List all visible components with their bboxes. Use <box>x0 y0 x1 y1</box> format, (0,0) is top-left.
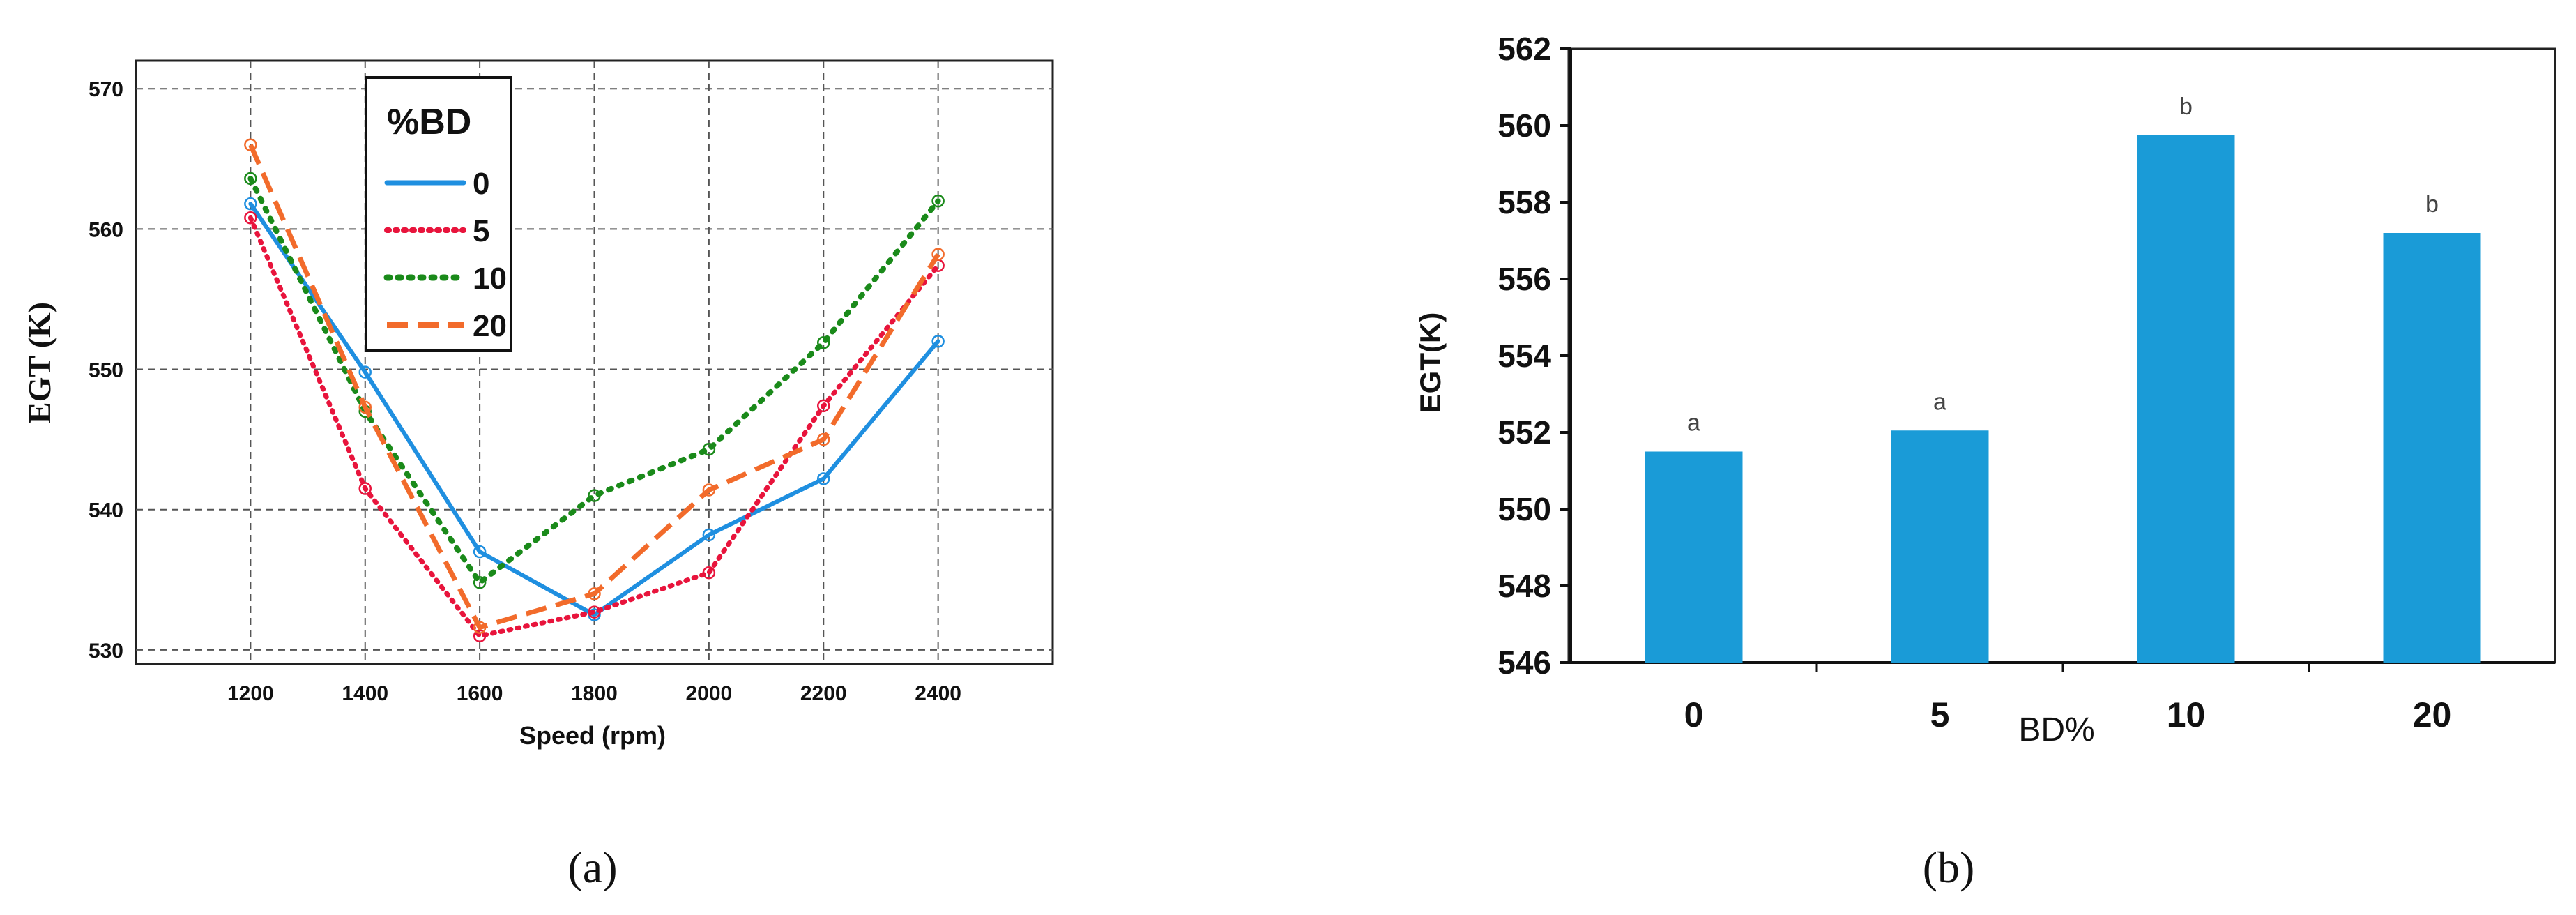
y-axis-label: EGT(K) <box>1414 312 1447 414</box>
bar-significance-label: b <box>2425 191 2439 218</box>
grid <box>136 61 1053 664</box>
y-tick-label: 550 <box>89 359 123 382</box>
y-tick-label: 548 <box>1497 568 1551 604</box>
y-tick-label: 558 <box>1497 184 1551 220</box>
data-point <box>358 482 372 495</box>
x-tick-label: 1600 <box>457 682 503 705</box>
x-tick-label: 2400 <box>915 682 961 705</box>
x-axis-label: BD% <box>2018 711 2094 748</box>
data-point <box>817 472 830 485</box>
data-point <box>702 442 716 456</box>
bar-significance-label: a <box>1687 410 1700 437</box>
data-point <box>244 138 257 151</box>
data-point <box>473 621 487 634</box>
legend-label: 0 <box>473 167 489 201</box>
x-tick-label: 0 <box>1684 695 1704 734</box>
data-point <box>931 194 945 208</box>
series-line-0 <box>248 202 940 617</box>
x-tick-label: 1200 <box>227 682 274 705</box>
data-point <box>817 336 830 349</box>
legend-label: 5 <box>473 214 489 248</box>
legend: %BD 0 5 10 20 <box>365 76 512 352</box>
data-point <box>473 629 487 643</box>
data-point <box>588 605 601 619</box>
x-tick-label: 5 <box>1930 695 1950 734</box>
x-axis-label: Speed (rpm) <box>519 721 666 750</box>
series-line-20 <box>248 144 940 630</box>
y-tick-label: 554 <box>1497 338 1551 374</box>
data-point <box>588 489 601 502</box>
y-tick-label: 560 <box>1497 107 1551 144</box>
x-tick-labels: 0 5 10 20 <box>1684 663 2452 734</box>
data-point <box>358 400 372 414</box>
legend-title: %BD <box>387 102 471 142</box>
y-tick-label: 556 <box>1497 261 1551 297</box>
bar-significance-label: b <box>2179 93 2193 120</box>
x-tick-label: 20 <box>2413 695 2452 734</box>
data-point <box>244 172 257 186</box>
data-point <box>931 248 945 261</box>
series-line-5 <box>247 215 941 639</box>
data-point <box>473 576 487 589</box>
bar <box>1645 451 1743 663</box>
panel-a-label: (a) <box>567 842 617 892</box>
data-point <box>702 566 716 580</box>
y-tick-labels: 530 540 550 560 570 <box>89 78 123 663</box>
series-group <box>244 138 945 643</box>
panel-b-label: (b) <box>1923 842 1975 892</box>
x-tick-label: 2000 <box>686 682 733 705</box>
data-point <box>702 528 716 542</box>
y-tick-label: 546 <box>1497 644 1551 681</box>
x-tick-label: 1400 <box>342 682 388 705</box>
y-tick-label: 550 <box>1497 491 1551 527</box>
data-point <box>244 211 257 225</box>
data-point <box>817 399 830 413</box>
y-tick-label: 552 <box>1497 414 1551 451</box>
data-point <box>817 432 830 446</box>
x-tick-label: 10 <box>2167 695 2206 734</box>
y-tick-label: 540 <box>89 499 123 522</box>
y-tick-label: 560 <box>89 218 123 241</box>
data-point <box>244 197 257 211</box>
legend-label: 20 <box>473 309 507 343</box>
y-tick-label: 530 <box>89 640 123 663</box>
legend-box <box>365 76 512 352</box>
data-point <box>358 365 372 379</box>
y-tick-label: 570 <box>89 78 123 101</box>
bar-significance-label: a <box>1933 388 1946 415</box>
bar <box>1891 430 1989 663</box>
x-tick-labels: 1200 1400 1600 1800 2000 2200 2400 <box>227 682 961 705</box>
y-axis-label: EGT (K) <box>22 302 57 423</box>
bar <box>2383 233 2481 663</box>
y-tick-label: 562 <box>1497 31 1551 67</box>
data-point <box>702 483 716 497</box>
bars: a a b b <box>1645 93 2481 663</box>
x-tick-label: 1800 <box>571 682 618 705</box>
bar <box>2137 135 2235 663</box>
data-point <box>931 335 945 348</box>
line-chart-panel: 1200 1400 1600 1800 2000 2200 2400 530 540 550 56… <box>22 59 1054 892</box>
x-tick-label: 2200 <box>800 682 847 705</box>
data-point <box>473 545 487 559</box>
data-point <box>588 587 601 600</box>
y-tick-labels: 546 548 550 552 554 556 558 560 562 <box>1497 31 1571 681</box>
legend-label: 10 <box>473 262 507 296</box>
